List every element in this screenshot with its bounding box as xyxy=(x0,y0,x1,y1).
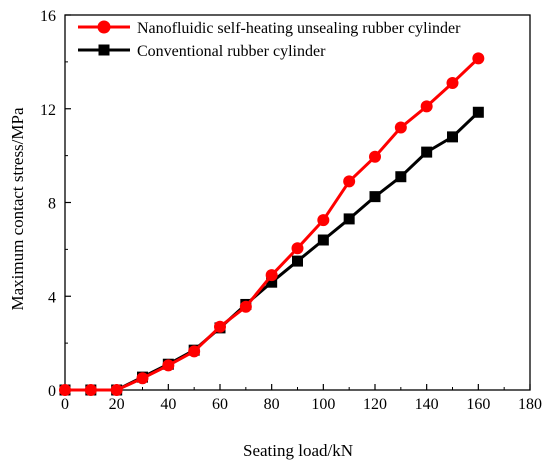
x-tick-label: 140 xyxy=(415,396,439,413)
legend-label-0: Nanofluidic self-heating unsealing rubbe… xyxy=(137,20,461,37)
legend-marker-square xyxy=(98,44,110,56)
data-point-square xyxy=(472,106,484,118)
data-point-circle xyxy=(472,52,485,65)
series-layer xyxy=(59,52,485,396)
data-point-circle xyxy=(84,384,97,396)
data-point-circle xyxy=(188,345,201,358)
x-tick-label: 160 xyxy=(466,396,490,413)
data-point-square xyxy=(292,255,303,267)
y-axis-title: Maximum contact stress/MPa xyxy=(8,107,27,310)
data-point-circle xyxy=(394,121,407,134)
data-point-circle xyxy=(214,320,226,333)
data-point-square xyxy=(421,146,433,158)
y-tick-label: 4 xyxy=(48,289,56,306)
x-tick-label: 100 xyxy=(311,396,335,413)
x-tick-label: 40 xyxy=(160,396,176,413)
data-point-circle xyxy=(343,175,356,188)
data-point-circle xyxy=(110,384,123,396)
data-point-circle xyxy=(317,214,330,227)
data-point-square xyxy=(447,131,458,143)
data-point-circle xyxy=(59,384,71,396)
legend-label-1: Conventional rubber cylinder xyxy=(137,43,326,60)
data-point-circle xyxy=(265,269,278,282)
legend: Nanofluidic self-heating unsealing rubbe… xyxy=(78,20,461,60)
x-axis: 0 20 40 60 80 100 120 140 160 180 xyxy=(61,384,542,413)
y-tick-label: 8 xyxy=(48,196,56,213)
series-line-0 xyxy=(65,57,480,392)
data-point-square xyxy=(266,276,278,288)
data-point-square xyxy=(343,213,355,225)
x-tick-label: 120 xyxy=(363,396,387,413)
data-point-circle xyxy=(446,76,459,89)
x-tick-label: 80 xyxy=(264,396,280,413)
plot-frame xyxy=(64,14,531,391)
data-point-square xyxy=(395,171,407,183)
legend-marker-circle xyxy=(97,20,111,34)
x-tick-label: 20 xyxy=(109,396,125,413)
x-tick-label: 0 xyxy=(61,396,69,413)
y-tick-label: 12 xyxy=(40,102,56,119)
data-point-square xyxy=(317,234,329,246)
data-point-circle xyxy=(239,300,252,313)
x-tick-label: 180 xyxy=(518,396,542,413)
x-axis-title: Seating load/kN xyxy=(243,441,353,460)
y-tick-label: 0 xyxy=(48,383,56,400)
series-line-1 xyxy=(65,111,480,392)
y-axis: 0 4 8 12 16 xyxy=(40,8,71,400)
plot-border xyxy=(64,14,531,391)
x-tick-label: 60 xyxy=(212,396,228,413)
data-point-circle xyxy=(136,372,149,385)
y-tick-label: 16 xyxy=(40,8,56,25)
data-point-circle xyxy=(162,359,175,372)
data-point-circle xyxy=(291,242,304,255)
data-point-circle xyxy=(420,100,433,113)
data-point-square xyxy=(369,191,381,203)
data-point-circle xyxy=(369,150,381,163)
